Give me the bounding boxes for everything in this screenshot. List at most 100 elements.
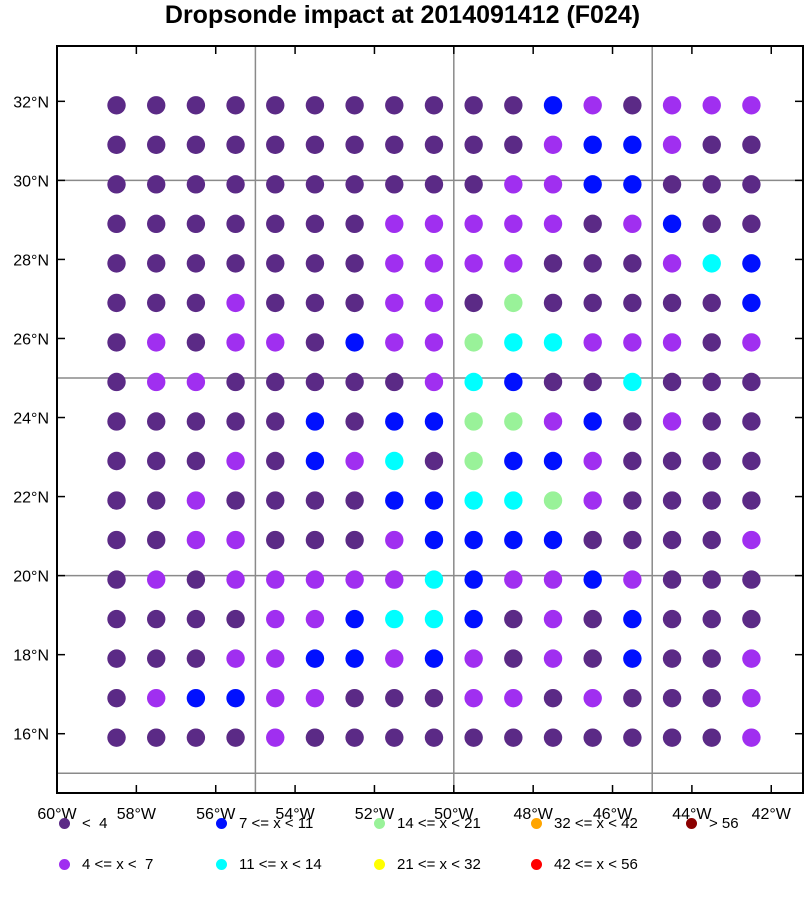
impact-point	[702, 254, 721, 273]
impact-point	[345, 530, 364, 550]
impact-point	[504, 214, 523, 234]
impact-point	[464, 609, 483, 629]
impact-point	[266, 214, 285, 234]
impact-point	[385, 451, 404, 471]
impact-point	[345, 412, 364, 431]
impact-point	[504, 491, 523, 510]
impact-point	[305, 412, 325, 431]
x-tick-label: 48°W	[514, 806, 554, 823]
x-tick-label: 46°W	[593, 806, 633, 823]
impact-point	[543, 451, 563, 471]
impact-point	[226, 609, 245, 629]
impact-point	[385, 175, 404, 194]
impact-point	[623, 293, 642, 313]
impact-point	[107, 570, 126, 589]
impact-point	[742, 333, 761, 352]
impact-point	[305, 96, 325, 115]
impact-point	[226, 491, 245, 510]
impact-point	[583, 135, 602, 155]
impact-point	[226, 175, 245, 194]
impact-point	[583, 570, 602, 589]
impact-point	[186, 135, 206, 155]
impact-point	[226, 688, 245, 708]
impact-point	[186, 254, 206, 273]
impact-point	[305, 333, 325, 352]
impact-point	[464, 254, 483, 273]
impact-point	[464, 333, 483, 352]
impact-point	[345, 688, 364, 708]
impact-point	[305, 688, 325, 708]
impact-point	[623, 333, 642, 352]
impact-point	[623, 728, 642, 747]
impact-point	[107, 175, 126, 194]
impact-point	[662, 491, 682, 510]
impact-point	[147, 609, 166, 629]
impact-point	[305, 570, 325, 589]
impact-point	[147, 412, 166, 431]
impact-point	[504, 451, 523, 471]
impact-point	[464, 688, 483, 708]
impact-point	[107, 412, 126, 431]
impact-point	[623, 688, 642, 708]
impact-point	[623, 254, 642, 273]
impact-point	[345, 293, 364, 313]
impact-point	[702, 412, 721, 431]
impact-point	[266, 412, 285, 431]
impact-point	[305, 214, 325, 234]
impact-point	[464, 728, 483, 747]
impact-point	[702, 372, 721, 392]
impact-point	[504, 530, 523, 550]
impact-point	[107, 649, 126, 668]
impact-point	[424, 135, 444, 155]
impact-point	[424, 609, 444, 629]
impact-point	[186, 175, 206, 194]
x-tick-label: 54°W	[275, 806, 315, 823]
impact-point	[543, 530, 563, 550]
impact-point	[543, 491, 563, 510]
impact-point	[623, 96, 642, 115]
impact-point	[504, 688, 523, 708]
impact-point	[662, 688, 682, 708]
impact-point	[186, 333, 206, 352]
impact-point	[266, 293, 285, 313]
impact-point	[464, 372, 483, 392]
impact-point	[107, 609, 126, 629]
impact-point	[385, 293, 404, 313]
impact-point	[345, 96, 364, 115]
impact-point	[226, 649, 245, 668]
x-tick-label: 50°W	[434, 806, 474, 823]
impact-point	[742, 135, 761, 155]
y-tick-label: 30°N	[13, 173, 49, 190]
impact-point	[504, 412, 523, 431]
impact-point	[107, 254, 126, 273]
impact-point	[107, 135, 126, 155]
impact-point	[266, 530, 285, 550]
impact-point	[623, 412, 642, 431]
x-tick-label: 52°W	[355, 806, 395, 823]
impact-point	[662, 372, 682, 392]
impact-point	[424, 728, 444, 747]
impact-point	[464, 570, 483, 589]
impact-point	[662, 214, 682, 234]
impact-point	[464, 412, 483, 431]
impact-point	[147, 372, 166, 392]
impact-point	[226, 214, 245, 234]
impact-point	[623, 649, 642, 668]
impact-point	[742, 96, 761, 115]
impact-point	[226, 570, 245, 589]
impact-point	[186, 214, 206, 234]
impact-point	[424, 214, 444, 234]
impact-point	[266, 570, 285, 589]
impact-point	[147, 570, 166, 589]
impact-point	[186, 293, 206, 313]
impact-point	[583, 175, 602, 194]
impact-point	[345, 491, 364, 510]
impact-point	[742, 570, 761, 589]
impact-point	[623, 175, 642, 194]
impact-point	[583, 609, 602, 629]
impact-point	[345, 728, 364, 747]
impact-point	[464, 451, 483, 471]
impact-point	[424, 293, 444, 313]
impact-point	[385, 254, 404, 273]
impact-point	[345, 570, 364, 589]
